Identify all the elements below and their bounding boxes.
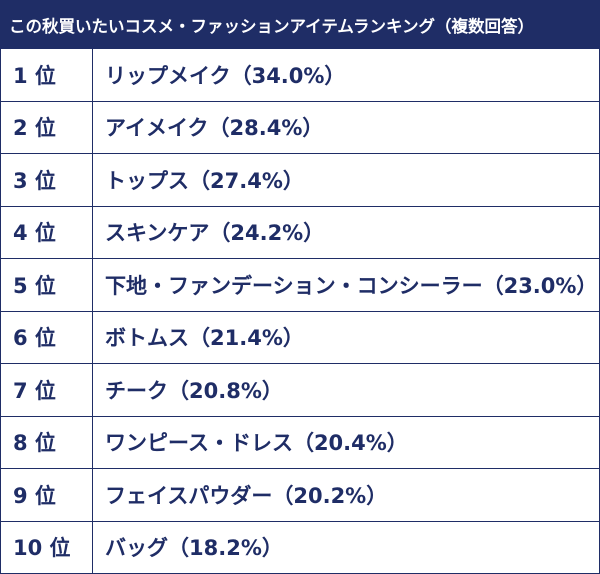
table-row: 9 位フェイスパウダー（20.2%）	[1, 468, 599, 521]
rank-cell: 7 位	[1, 364, 93, 416]
rank-cell: 10 位	[1, 521, 93, 573]
table-row: 7 位チーク（20.8%）	[1, 363, 599, 416]
item-cell: スキンケア（24.2%）	[105, 221, 325, 246]
rank-cell: 1 位	[1, 49, 93, 101]
item-cell: トップス（27.4%）	[105, 168, 304, 193]
item-cell: ボトムス（21.4%）	[105, 326, 304, 351]
item-cell: リップメイク（34.0%）	[105, 63, 346, 88]
table-row: 2 位アイメイク（28.4%）	[1, 100, 599, 153]
table-row: 6 位ボトムス（21.4%）	[1, 310, 599, 363]
table-row: 4 位スキンケア（24.2%）	[1, 205, 599, 258]
rank-cell: 9 位	[1, 469, 93, 521]
item-cell: ワンピース・ドレス（20.4%）	[105, 431, 408, 456]
rank-cell: 6 位	[1, 311, 93, 363]
item-cell: フェイスパウダー（20.2%）	[105, 483, 388, 508]
rank-cell: 2 位	[1, 101, 93, 153]
table-row: 8 位ワンピース・ドレス（20.4%）	[1, 415, 599, 468]
item-cell: アイメイク（28.4%）	[105, 116, 324, 141]
table-row: 10 位バッグ（18.2%）	[1, 520, 599, 573]
item-cell: チーク（20.8%）	[105, 378, 283, 403]
rank-cell: 4 位	[1, 206, 93, 258]
rank-cell: 5 位	[1, 259, 93, 311]
table-title: この秋買いたいコスメ・ファッションアイテムランキング（複数回答）	[1, 1, 599, 48]
table-body: 1 位リップメイク（34.0%） 2 位アイメイク（28.4%） 3 位トップス（2…	[1, 48, 599, 573]
table-row: 5 位下地・ファンデーション・コンシーラー（23.0%）	[1, 258, 599, 311]
item-cell: 下地・ファンデーション・コンシーラー（23.0%）	[105, 273, 598, 298]
item-cell: バッグ（18.2%）	[105, 536, 283, 561]
table-row: 1 位リップメイク（34.0%）	[1, 48, 599, 101]
rank-cell: 3 位	[1, 154, 93, 206]
rank-cell: 8 位	[1, 416, 93, 468]
table-row: 3 位トップス（27.4%）	[1, 153, 599, 206]
